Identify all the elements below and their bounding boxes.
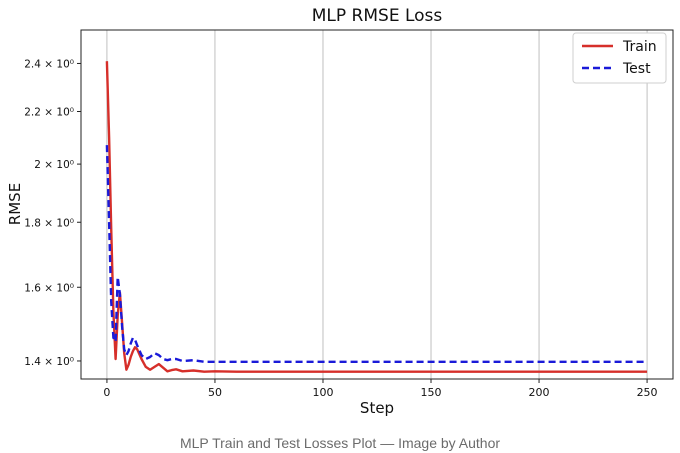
legend-test-label: Test (622, 61, 651, 77)
legend: Train Test (572, 32, 667, 84)
y-tick-label: 1.8 × 10⁰ (24, 217, 74, 229)
chart-title: MLP RMSE Loss (312, 6, 443, 26)
plot-frame (80, 29, 674, 380)
legend-train-label: Train (622, 39, 657, 55)
series-line-train (105, 61, 648, 373)
y-tick-label: 2.4 × 10⁰ (24, 58, 74, 70)
y-tick-label: 2 × 10⁰ (34, 159, 74, 171)
x-tick-label: 150 (421, 386, 442, 399)
series-line-test (105, 145, 648, 363)
y-tick-label: 1.6 × 10⁰ (24, 282, 74, 294)
x-tick-label: 200 (529, 386, 550, 399)
y-tick-label: 1.4 × 10⁰ (24, 356, 74, 368)
series-lines (105, 61, 648, 373)
x-tick-label: 50 (208, 386, 222, 399)
y-tick-label: 2.2 × 10⁰ (24, 106, 74, 118)
x-tick-label: 250 (637, 386, 658, 399)
grid-lines (106, 30, 648, 379)
y-axis-label: RMSE (6, 183, 24, 225)
figure-caption: MLP Train and Test Losses Plot — Image b… (179, 435, 501, 451)
x-tick-label: 0 (103, 386, 110, 399)
y-axis-ticks: 1.4 × 10⁰ 1.6 × 10⁰ 1.8 × 10⁰ 2 × 10⁰ 2.2 × … (24, 58, 81, 368)
x-tick-label: 100 (312, 386, 333, 399)
x-axis-label: Step (360, 399, 394, 417)
x-axis-ticks: 0 50 100 150 200 250 (103, 379, 658, 399)
chart: MLP RMSE Loss 0 50 100 150 200 250 1.4 × 10⁰1… (6, 6, 674, 417)
